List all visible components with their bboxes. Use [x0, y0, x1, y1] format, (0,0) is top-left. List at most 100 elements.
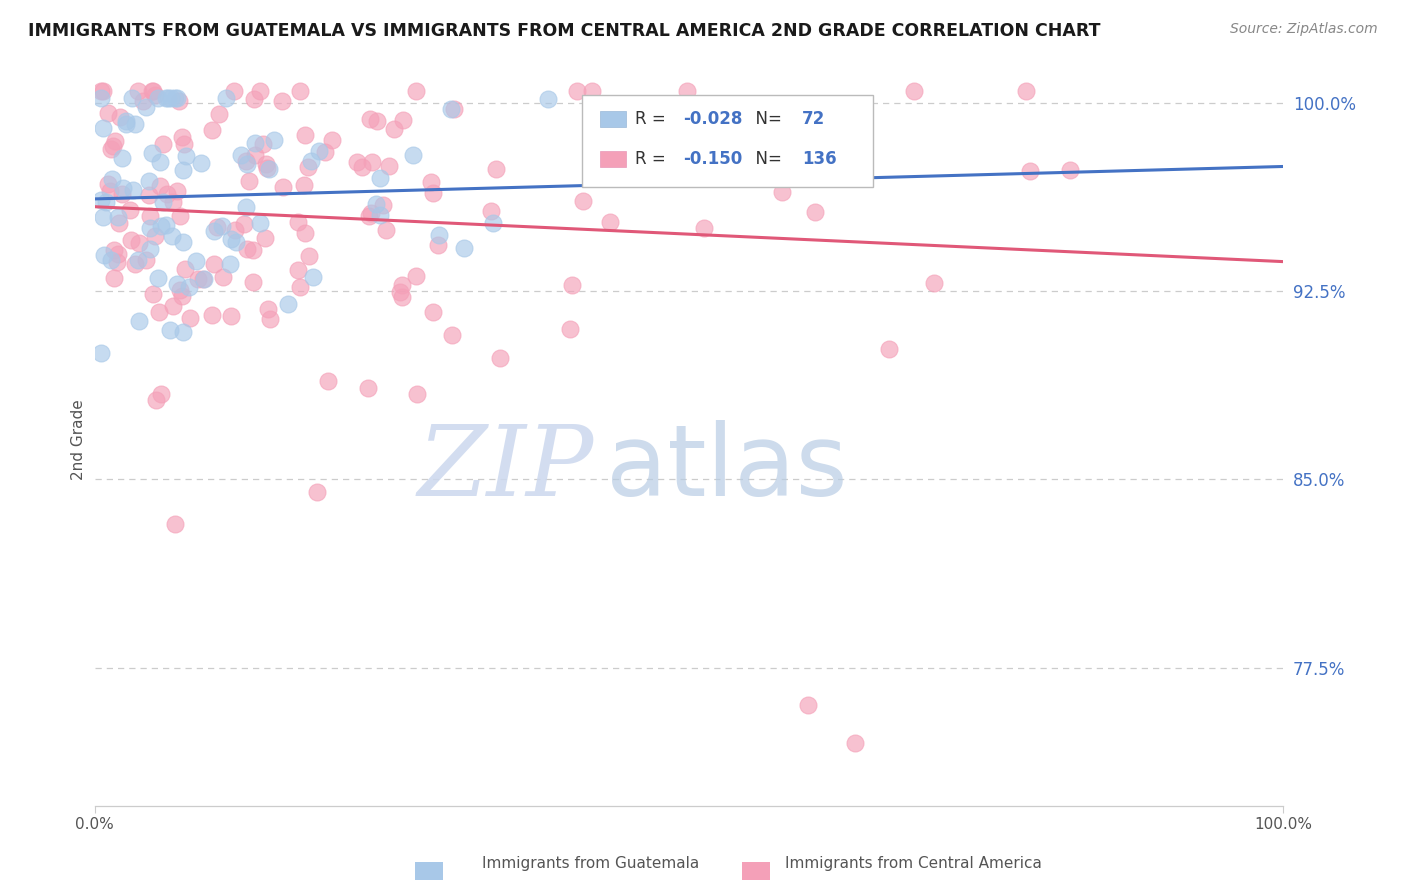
Point — [224, 223, 246, 237]
Point — [172, 163, 194, 178]
Point — [368, 171, 391, 186]
Point — [405, 387, 427, 401]
Point — [378, 159, 401, 173]
Point — [215, 91, 238, 105]
Point — [350, 161, 373, 175]
Point — [94, 195, 117, 210]
Point — [162, 299, 184, 313]
Point — [405, 84, 427, 98]
Text: Immigrants from Guatemala: Immigrants from Guatemala — [482, 855, 699, 871]
Point — [277, 296, 299, 310]
Point — [308, 144, 330, 158]
Point — [235, 153, 257, 168]
Point — [89, 91, 111, 105]
Point — [366, 196, 388, 211]
Text: -0.150: -0.150 — [683, 150, 742, 168]
Point — [271, 179, 294, 194]
Point — [142, 287, 165, 301]
Point — [294, 226, 316, 240]
Point — [163, 91, 186, 105]
Point — [202, 257, 225, 271]
Text: Immigrants from Central America: Immigrants from Central America — [786, 855, 1042, 871]
Point — [139, 209, 162, 223]
Point — [124, 257, 146, 271]
Point — [443, 102, 465, 116]
Point — [844, 736, 866, 750]
Point — [243, 148, 266, 162]
Point — [138, 174, 160, 188]
Point — [224, 84, 246, 98]
Point — [127, 252, 149, 267]
Point — [166, 277, 188, 291]
Text: atlas: atlas — [606, 420, 848, 517]
Point — [191, 272, 214, 286]
Point — [256, 161, 278, 175]
Point — [112, 180, 135, 194]
Point — [422, 305, 444, 319]
Point — [485, 162, 508, 177]
Point — [453, 241, 475, 255]
Point — [156, 187, 179, 202]
Point — [359, 112, 381, 126]
Point — [142, 84, 165, 98]
Point — [162, 195, 184, 210]
Point — [233, 217, 256, 231]
Point — [148, 304, 170, 318]
Point — [243, 92, 266, 106]
Point — [166, 184, 188, 198]
Point — [166, 91, 188, 105]
Text: ZIP: ZIP — [418, 421, 593, 516]
Point — [91, 84, 114, 98]
Point — [145, 392, 167, 407]
Point — [581, 84, 603, 98]
FancyBboxPatch shape — [600, 112, 626, 128]
Point — [254, 157, 277, 171]
Point — [172, 325, 194, 339]
Point — [724, 126, 747, 140]
Point — [201, 122, 224, 136]
Point — [235, 242, 257, 256]
Point — [149, 155, 172, 169]
Point — [101, 139, 124, 153]
Point — [135, 252, 157, 267]
Point — [235, 200, 257, 214]
Point — [143, 228, 166, 243]
Point — [368, 208, 391, 222]
Point — [170, 129, 193, 144]
Point — [297, 249, 319, 263]
Point — [148, 91, 170, 105]
Point — [156, 91, 179, 105]
Point — [482, 216, 505, 230]
Point — [163, 517, 186, 532]
Point — [429, 228, 451, 243]
Text: R =: R = — [636, 150, 672, 168]
Point — [103, 134, 125, 148]
Point — [212, 270, 235, 285]
Point — [91, 211, 114, 225]
Point — [115, 117, 138, 131]
Point — [172, 235, 194, 249]
Point — [572, 194, 595, 209]
Point — [160, 228, 183, 243]
Point — [288, 84, 311, 98]
Point — [111, 187, 134, 202]
Point — [391, 278, 413, 293]
Text: N=: N= — [745, 150, 787, 168]
Point — [97, 177, 120, 191]
Point — [242, 243, 264, 257]
Point — [305, 485, 328, 500]
Point — [173, 137, 195, 152]
FancyBboxPatch shape — [582, 95, 873, 186]
Point — [599, 215, 621, 229]
Point — [360, 155, 382, 169]
Point — [127, 84, 149, 98]
Point — [314, 145, 336, 160]
Point — [903, 84, 925, 98]
Point — [118, 203, 141, 218]
Point — [668, 131, 690, 145]
Point — [225, 235, 247, 249]
Point — [111, 151, 134, 165]
Point — [321, 133, 343, 147]
Point — [114, 114, 136, 128]
Point — [89, 193, 111, 207]
